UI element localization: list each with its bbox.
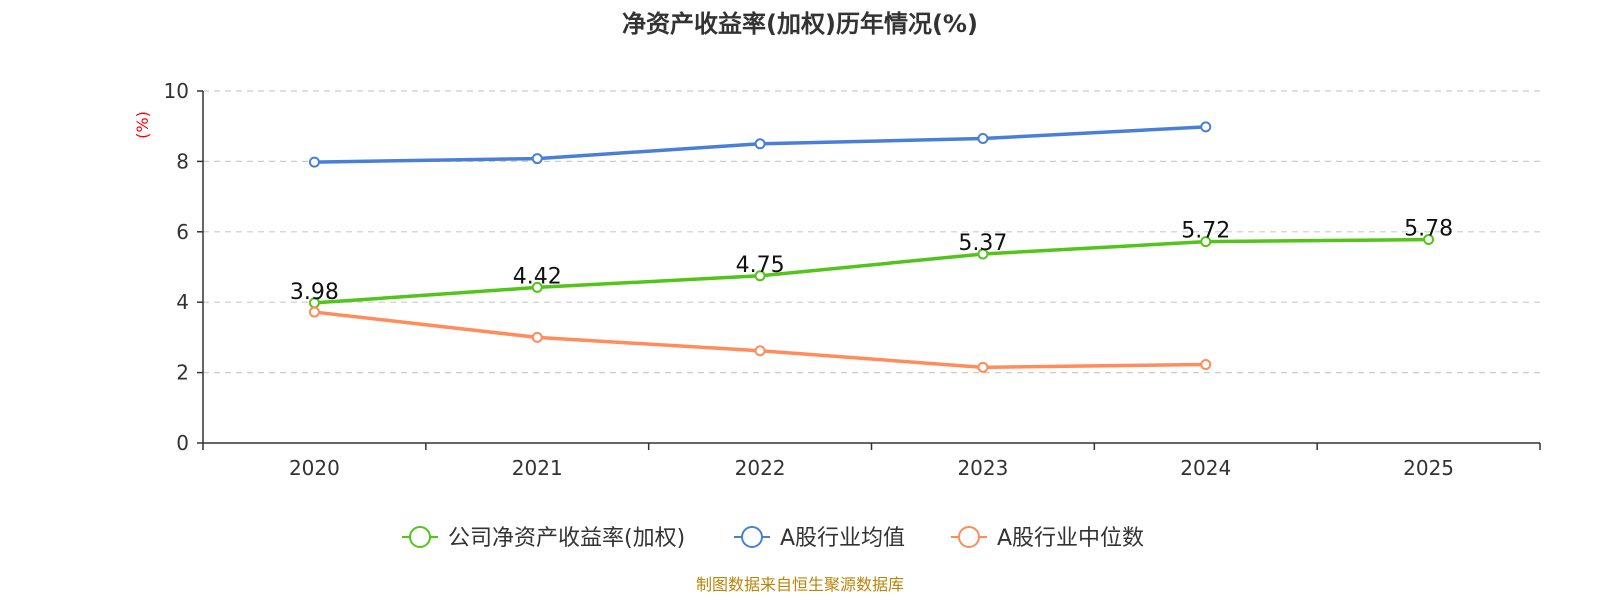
chart-title: 净资产收益率(加权)历年情况(%) <box>622 10 978 38</box>
y-axis-label: (%) <box>133 111 152 139</box>
data-label: 5.37 <box>958 231 1007 256</box>
data-point[interactable] <box>308 156 320 168</box>
grid <box>203 90 1540 374</box>
series-line <box>314 310 1206 370</box>
series-line <box>314 237 1429 305</box>
y-tick-label: 8 <box>176 149 189 173</box>
x-tick-label: 2020 <box>289 456 340 480</box>
data-label: 3.98 <box>290 280 339 305</box>
data-point[interactable] <box>1423 234 1435 246</box>
y-tick-label: 10 <box>164 79 189 103</box>
data-point[interactable] <box>1200 121 1212 133</box>
data-point[interactable] <box>531 153 543 165</box>
data-point[interactable] <box>1200 236 1212 248</box>
data-label: 4.75 <box>736 253 785 278</box>
x-tick-label: 2023 <box>957 456 1008 480</box>
legend-item[interactable]: A股行业中位数 <box>951 526 1144 551</box>
series-group <box>308 121 1435 373</box>
x-tick-label: 2022 <box>735 456 786 480</box>
data-labels: 3.98 4.42 4.75 5.37 5.72 5.78 <box>290 217 1453 305</box>
data-point[interactable] <box>754 138 766 150</box>
legend-label: A股行业均值 <box>780 526 905 551</box>
x-tick-label: 2024 <box>1180 456 1231 480</box>
legend[interactable]: 公司净资产收益率(加权) A股行业均值 A股行业中位数 <box>402 526 1144 551</box>
legend-item[interactable]: A股行业均值 <box>734 526 905 551</box>
data-point[interactable] <box>977 361 989 373</box>
legend-circle-icon <box>958 526 980 548</box>
y-tick-label: 2 <box>176 361 189 385</box>
axes: 0 2 4 6 8 10 2020 2021 2022 2023 2024 2025 <box>164 79 1541 480</box>
data-label: 5.72 <box>1181 219 1230 244</box>
data-label: 5.78 <box>1404 217 1453 242</box>
data-point[interactable] <box>531 331 543 343</box>
data-point[interactable] <box>754 345 766 357</box>
data-point[interactable] <box>754 270 766 282</box>
data-point[interactable] <box>308 306 320 318</box>
y-tick-label: 4 <box>176 290 189 314</box>
y-tick-label: 0 <box>176 431 189 455</box>
y-tick-label: 6 <box>176 220 189 244</box>
data-point[interactable] <box>1200 359 1212 371</box>
data-point[interactable] <box>977 133 989 145</box>
data-point[interactable] <box>531 281 543 293</box>
x-tick-label: 2025 <box>1403 456 1454 480</box>
legend-item[interactable]: 公司净资产收益率(加权) <box>402 526 685 551</box>
data-label: 4.42 <box>513 264 562 289</box>
source-note: 制图数据来自恒生聚源数据库 <box>696 575 904 594</box>
x-tick-label: 2021 <box>512 456 563 480</box>
data-point[interactable] <box>977 248 989 260</box>
legend-label: 公司净资产收益率(加权) <box>448 526 685 551</box>
legend-label: A股行业中位数 <box>997 526 1144 551</box>
legend-circle-icon <box>741 526 763 548</box>
legend-circle-icon <box>409 526 431 548</box>
